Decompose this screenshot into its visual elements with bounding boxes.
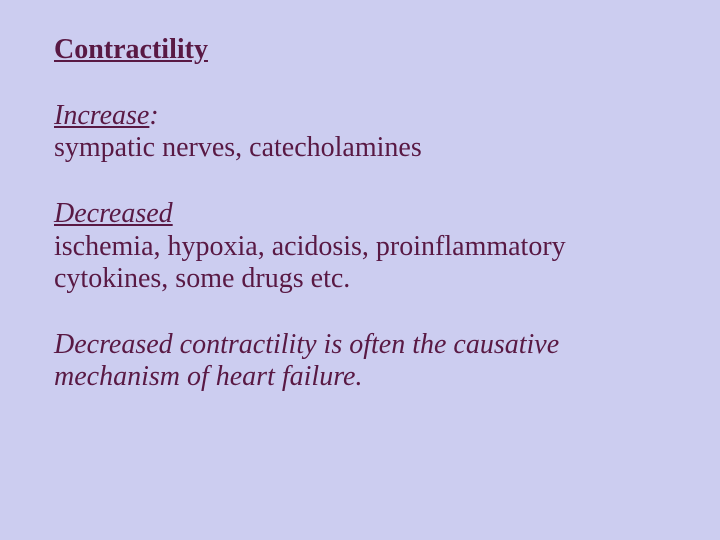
decreased-body: ischemia, hypoxia, acidosis, proinflamma…	[54, 231, 670, 295]
increase-label: Increase	[54, 100, 149, 131]
slide-title: Contractility	[54, 34, 670, 66]
slide: Contractility Increase: sympatic nerves,…	[0, 0, 720, 540]
decreased-block: Decreased ischemia, hypoxia, acidosis, p…	[54, 198, 670, 295]
increase-body: sympatic nerves, catecholamines	[54, 132, 670, 164]
increase-block: Increase: sympatic nerves, catecholamine…	[54, 100, 670, 164]
summary-text: Decreased contractility is often the cau…	[54, 329, 670, 393]
decreased-label: Decreased	[54, 198, 670, 230]
increase-punct: :	[149, 100, 158, 131]
